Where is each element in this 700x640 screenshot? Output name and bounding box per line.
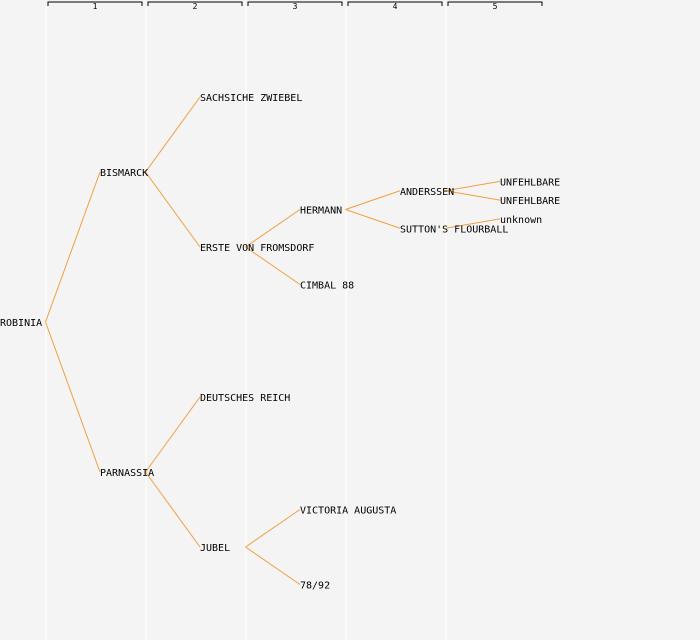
tree-edge xyxy=(245,546,301,585)
column-number: 4 xyxy=(393,2,398,11)
tree-edge xyxy=(345,190,401,210)
column-number: 1 xyxy=(93,2,98,11)
node-label: SACHSICHE ZWIEBEL xyxy=(200,93,302,104)
root-node-label: ROBINIA xyxy=(0,318,42,329)
column-gridlines xyxy=(45,6,447,640)
column-bracket xyxy=(447,1,543,6)
node-label: ANDERSSEN xyxy=(400,187,454,198)
column-bracket xyxy=(247,1,343,6)
tree-edge xyxy=(345,209,401,229)
column-number: 3 xyxy=(293,2,298,11)
tree-edge xyxy=(145,396,201,473)
tree-edge xyxy=(445,218,501,229)
node-label: HERMANN xyxy=(300,206,342,217)
node-label: UNFEHLBARE xyxy=(500,177,560,188)
tree-edge xyxy=(145,471,201,548)
column-bracket xyxy=(47,1,143,6)
tree-edges xyxy=(45,96,501,585)
node-label: CIMBAL 88 xyxy=(300,281,354,292)
column-number: 2 xyxy=(193,2,198,11)
column-number: 5 xyxy=(493,2,498,11)
node-label: DEUTSCHES REICH xyxy=(200,393,290,404)
node-label: UNFEHLBARE xyxy=(500,196,560,207)
tree-edge xyxy=(145,96,201,173)
tree-edge xyxy=(245,209,301,248)
node-label: ERSTE VON FROMSDORF xyxy=(200,243,314,254)
generation-header: 1 2 3 4 5 xyxy=(47,1,543,11)
node-label: VICTORIA AUGUSTA xyxy=(300,506,396,517)
node-label: JUBEL xyxy=(200,543,230,554)
node-label: 78/92 xyxy=(300,581,330,592)
tree-edge xyxy=(45,321,101,473)
tree-edge xyxy=(145,171,201,248)
tree-edge xyxy=(245,246,301,285)
node-label: BISMARCK xyxy=(100,168,148,179)
node-label: SUTTON'S FLOURBALL xyxy=(400,224,508,235)
tree-edge xyxy=(445,190,501,201)
node-label: unknown xyxy=(500,215,542,226)
node-label: PARNASSIA xyxy=(100,468,154,479)
tree-edge xyxy=(45,171,101,323)
tree-edge xyxy=(245,509,301,548)
tree-edge xyxy=(445,180,501,192)
tree-nodes: ROBINIA BISMARCK SACHSICHE ZWIEBEL ERSTE VO… xyxy=(0,93,560,592)
column-bracket xyxy=(347,1,443,6)
column-bracket xyxy=(147,1,243,6)
